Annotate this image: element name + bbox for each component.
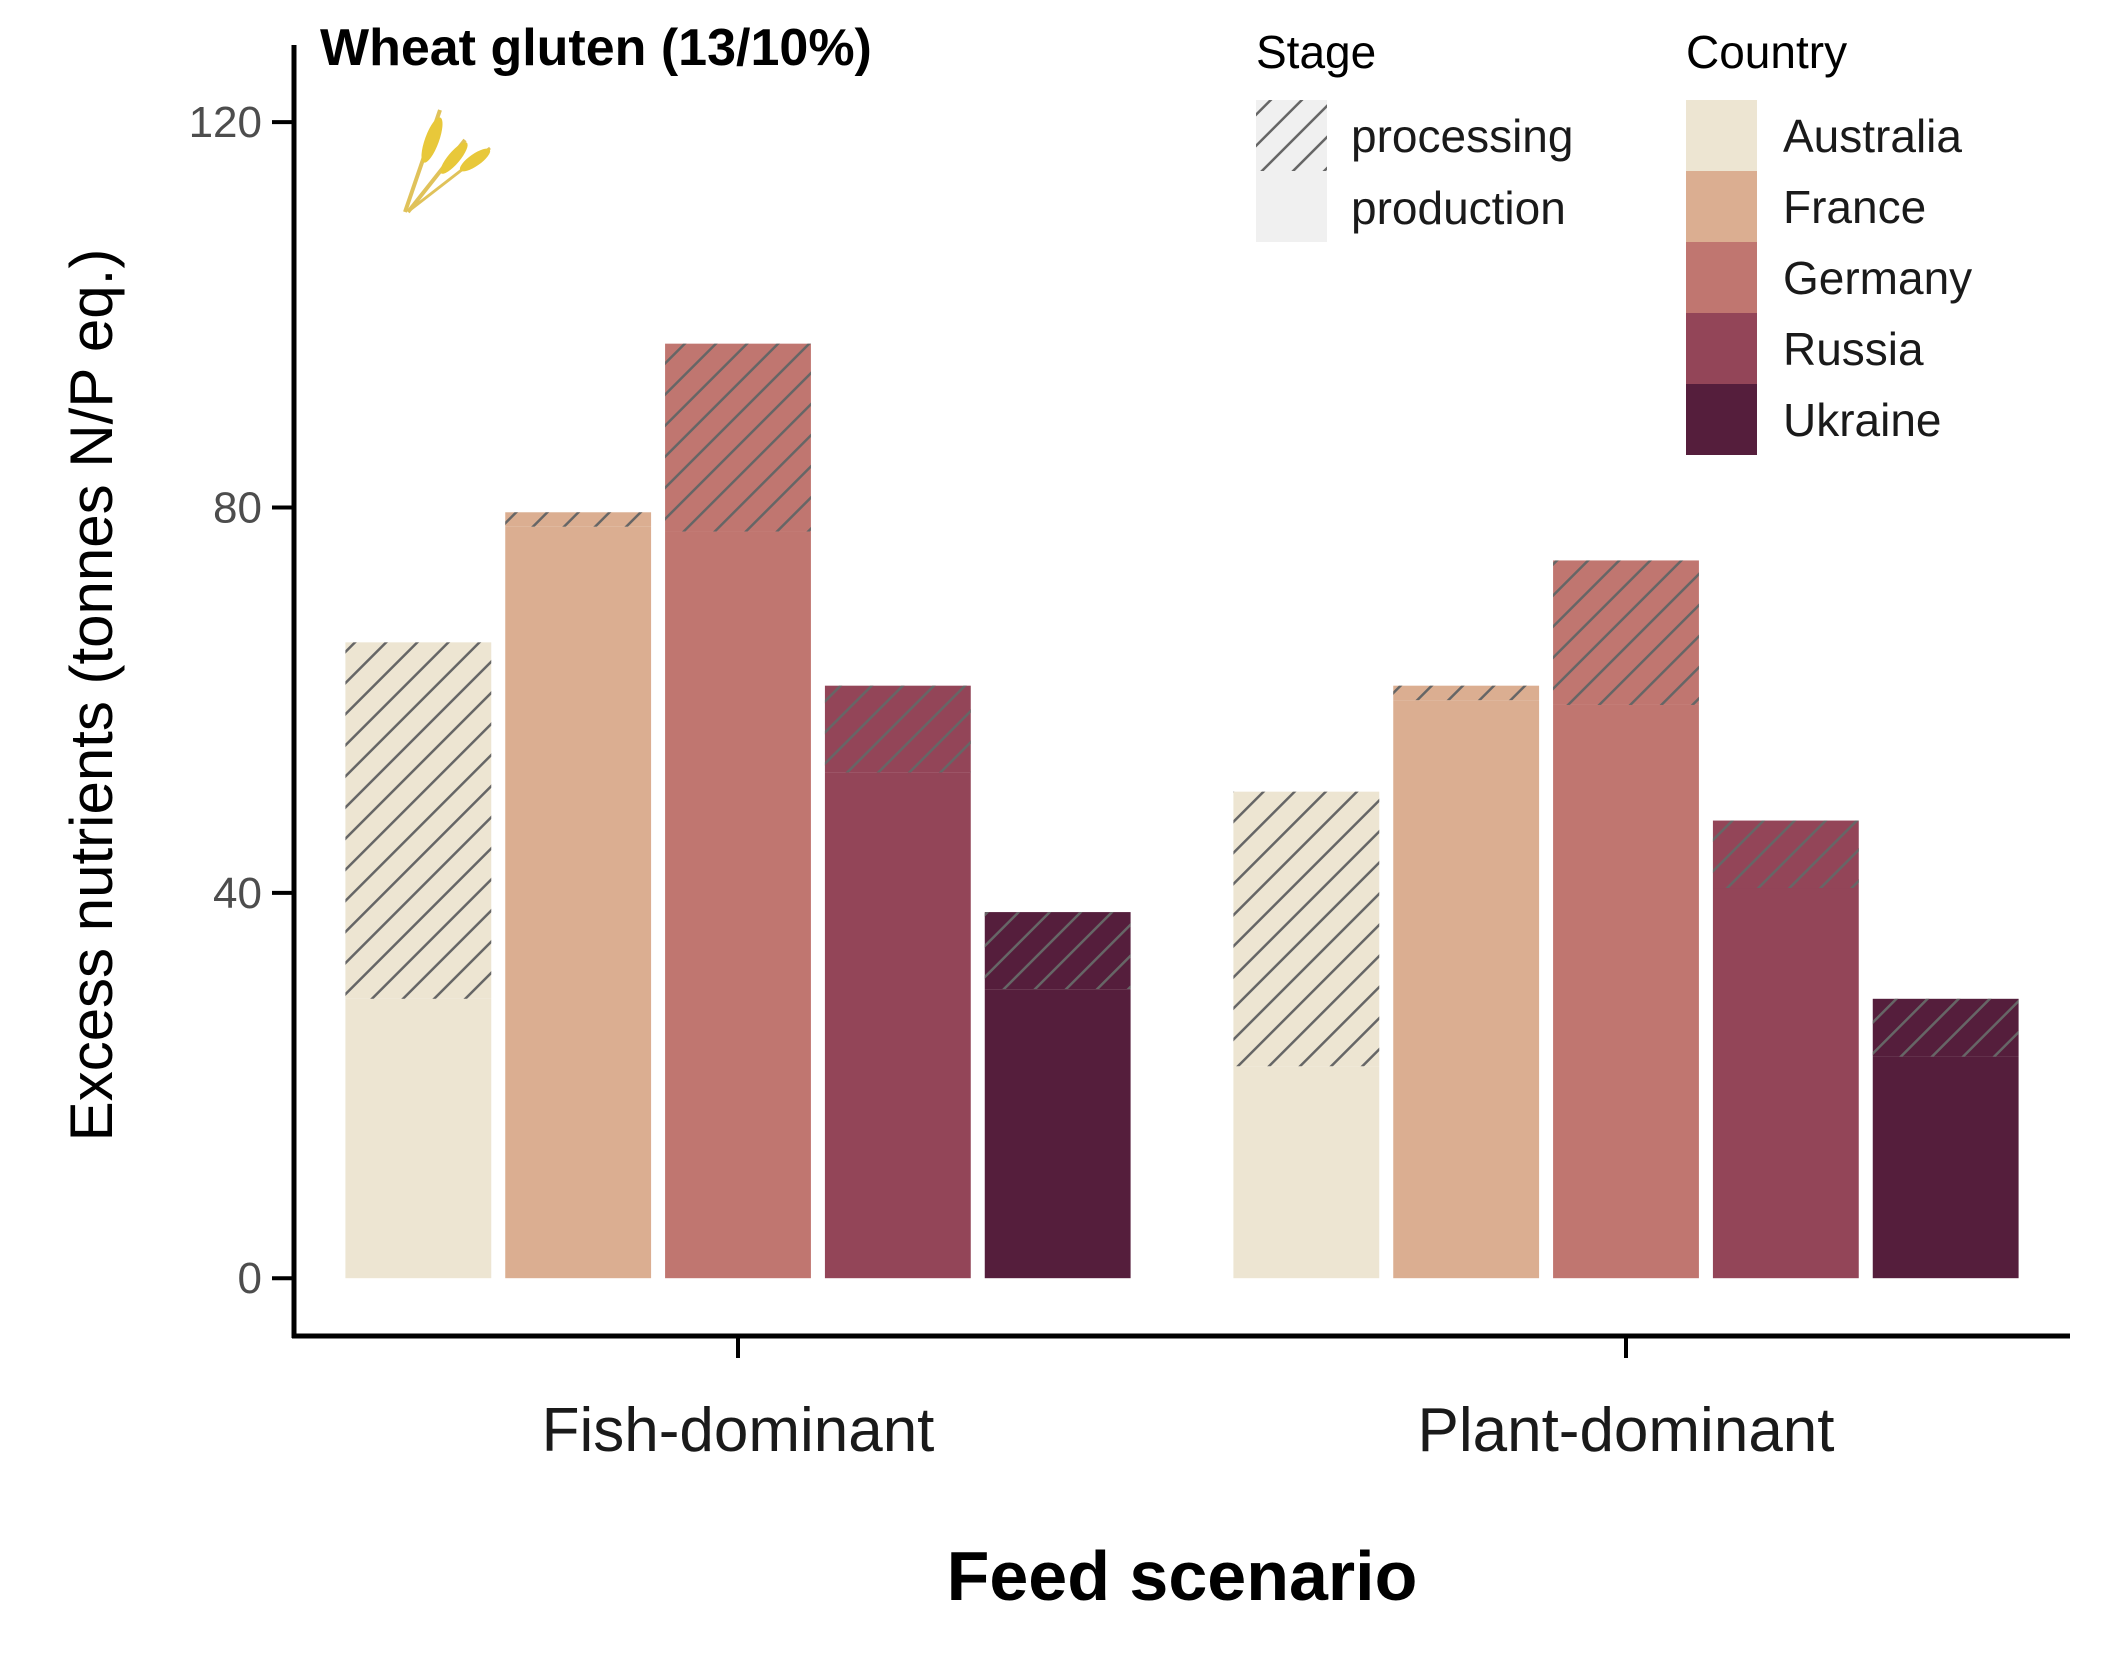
bar-processing-hatch (505, 512, 652, 527)
bar-processing-hatch (1233, 791, 1380, 1067)
bar-production (1712, 888, 1859, 1279)
y-tick-label: 40 (213, 869, 262, 918)
legend-country-label: Australia (1783, 110, 1962, 162)
legend-stage-label-production: production (1351, 182, 1566, 234)
bar-production (505, 526, 652, 1279)
legend-country: Country Australia France Germany Russia Ukra… (1686, 26, 1972, 455)
bar-processing-hatch (665, 343, 811, 532)
bars (345, 343, 2019, 1279)
chart-title: Wheat gluten (13/10%) (320, 19, 872, 77)
legend-country-swatch (1686, 100, 1757, 171)
legend-country-label: France (1783, 181, 1926, 233)
y-axis-label: Excess nutrients (tonnes N/P eq.) (58, 249, 125, 1142)
x-axis-label: Feed scenario (947, 1537, 1418, 1615)
legend-country-swatch (1686, 171, 1757, 242)
y-ticks: 0 40 80 120 (189, 98, 294, 1303)
x-tick-label: Plant-dominant (1417, 1396, 1834, 1465)
x-tick-label: Fish-dominant (542, 1396, 935, 1465)
wheat-icon (403, 109, 491, 214)
legend-country-swatch (1686, 242, 1757, 313)
bar-processing-hatch (1872, 998, 2019, 1057)
x-ticks: Fish-dominant Plant-dominant (542, 1336, 1835, 1465)
bar-production (1553, 704, 1699, 1279)
bar-production (984, 989, 1131, 1279)
legend-stage: Stage processing production (1256, 26, 1573, 242)
legend-stage-title: Stage (1256, 26, 1376, 78)
bar-production (1872, 1056, 2019, 1279)
bar-production (824, 772, 971, 1279)
legend-country-title: Country (1686, 26, 1847, 78)
legend-country-label: Russia (1783, 323, 1924, 375)
bar-processing-hatch (1712, 820, 1859, 889)
y-tick-label: 120 (189, 98, 262, 147)
bar-processing-hatch (1393, 685, 1540, 701)
legend-stage-swatch-production (1256, 171, 1327, 242)
bar-production (1393, 700, 1540, 1279)
bar-processing-hatch (345, 642, 492, 999)
legend-stage-swatch-processing-hatch (1256, 100, 1327, 171)
bar-production (665, 531, 811, 1279)
legend-country-label: Ukraine (1783, 394, 1942, 446)
bar-production (345, 998, 492, 1279)
legend-country-label: Germany (1783, 252, 1972, 304)
bar-production (1233, 1066, 1380, 1279)
legend-stage-label-processing: processing (1351, 110, 1573, 162)
bar-processing-hatch (824, 685, 971, 773)
bar-processing-hatch (1553, 560, 1699, 705)
y-tick-label: 80 (213, 483, 262, 532)
y-tick-label: 0 (238, 1254, 262, 1303)
legend-country-swatch (1686, 384, 1757, 455)
bar-processing-hatch (984, 912, 1131, 990)
legend-country-swatch (1686, 313, 1757, 384)
